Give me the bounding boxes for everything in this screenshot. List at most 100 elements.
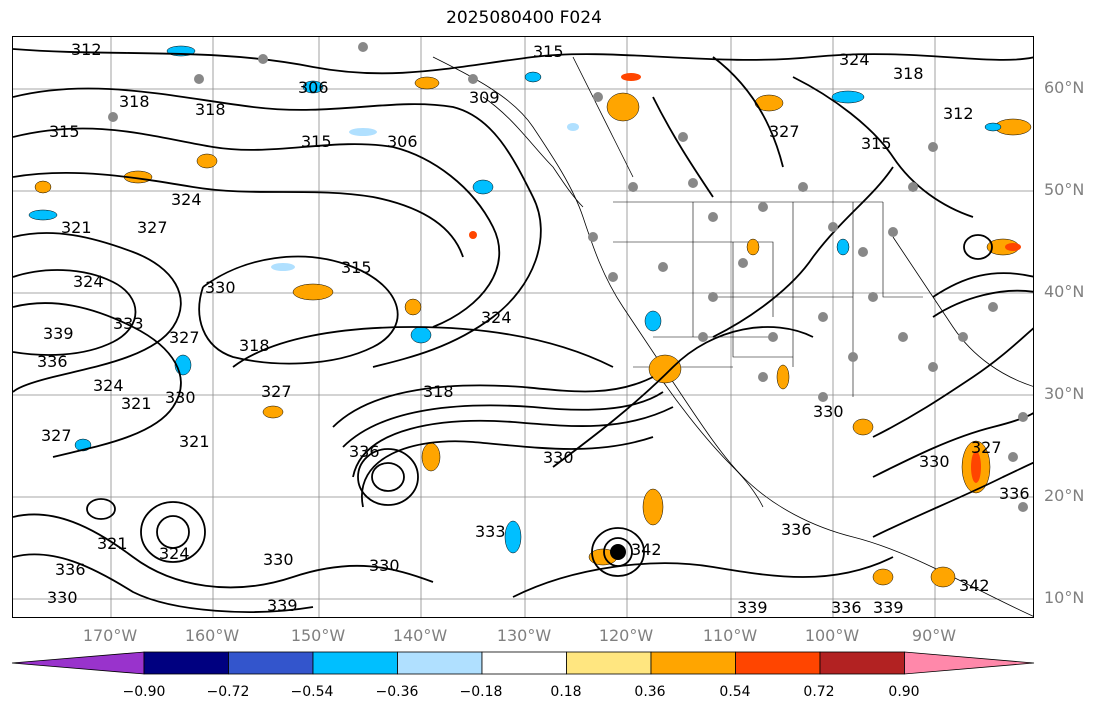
contour-label: 339 <box>873 598 904 617</box>
contour-label: 327 <box>137 218 168 237</box>
contour-label: 321 <box>121 394 152 413</box>
colorbar-cell <box>397 651 483 675</box>
colorbar-tick: −0.54 <box>290 684 334 700</box>
shaded-field <box>28 45 1032 588</box>
lat-label: 60°N <box>1044 78 1085 97</box>
contour-label: 324 <box>93 376 124 395</box>
contour-label: 324 <box>481 308 512 327</box>
contour-label: 333 <box>475 522 506 541</box>
colorbar-tick: 0.54 <box>719 684 751 700</box>
contour-label: 339 <box>267 596 298 615</box>
contour-label: 321 <box>97 534 128 553</box>
lat-label: 30°N <box>1044 384 1085 403</box>
contour-label: 342 <box>631 540 662 559</box>
colorbar-tick: 0.18 <box>550 684 582 700</box>
contour-label: 318 <box>893 64 924 83</box>
contour-label: 330 <box>369 556 400 575</box>
contour-label: 312 <box>943 104 974 123</box>
contour-label: 330 <box>543 448 574 467</box>
graticule <box>13 37 1033 617</box>
contour-label: 333 <box>113 314 144 333</box>
colorbar-cell <box>566 651 652 675</box>
contour-label: 330 <box>205 278 236 297</box>
colorbar-tick: 0.72 <box>803 684 835 700</box>
map-canvas: 312 315 324 318 306 309 318 318 315 306 … <box>13 37 1033 617</box>
contour-label: 327 <box>971 438 1002 457</box>
lon-label: 100°W <box>804 626 860 645</box>
lat-label: 50°N <box>1044 180 1085 199</box>
lon-label: 150°W <box>290 626 346 645</box>
state-borders <box>613 201 923 397</box>
contour-label: 315 <box>49 122 80 141</box>
colorbar-tick: −0.18 <box>459 684 503 700</box>
lon-label: 160°W <box>184 626 240 645</box>
colorbar-cell <box>312 651 398 675</box>
contour-label: 324 <box>839 50 870 69</box>
colorbar-tick: −0.90 <box>122 684 166 700</box>
colorbar-tick: 0.36 <box>634 684 666 700</box>
colorbar-cell <box>650 651 736 675</box>
lat-label: 40°N <box>1044 282 1085 301</box>
lon-label: 140°W <box>392 626 448 645</box>
contour-label: 336 <box>781 520 812 539</box>
contour-label: 315 <box>301 132 332 151</box>
contour-label: 339 <box>43 324 74 343</box>
map-panel: 312 315 324 318 306 309 318 318 315 306 … <box>12 36 1034 618</box>
colorbar-tick: −0.36 <box>375 684 419 700</box>
contour-label: 321 <box>179 432 210 451</box>
lat-label: 20°N <box>1044 486 1085 505</box>
contour-label: 330 <box>263 550 294 569</box>
contour-label: 318 <box>423 382 454 401</box>
contour-label: 315 <box>533 42 564 61</box>
contour-label: 312 <box>71 40 102 59</box>
colorbar-cell <box>735 651 821 675</box>
lon-label: 110°W <box>702 626 758 645</box>
contour-label: 327 <box>169 328 200 347</box>
contour-label: 318 <box>195 100 226 119</box>
contour-label-group: 312 315 324 318 306 309 318 318 315 306 … <box>37 40 1030 617</box>
colorbar <box>11 651 1035 675</box>
contour-label: 309 <box>469 88 500 107</box>
contour-label: 315 <box>861 134 892 153</box>
contour-label: 330 <box>47 588 78 607</box>
lon-label: 120°W <box>598 626 654 645</box>
colorbar-extend-high <box>904 651 1035 675</box>
colorbar-tick: −0.72 <box>206 684 250 700</box>
lat-label: 10°N <box>1044 588 1085 607</box>
contour-label: 324 <box>73 272 104 291</box>
contour-label: 342 <box>959 576 990 595</box>
contour-label: 336 <box>37 352 68 371</box>
lon-label: 130°W <box>496 626 552 645</box>
contour-label: 306 <box>387 132 418 151</box>
contour-label: 306 <box>298 78 329 97</box>
contour-label: 324 <box>171 190 202 209</box>
cyclone-center <box>610 544 626 560</box>
colorbar-cell <box>228 651 314 675</box>
contour-label: 327 <box>769 122 800 141</box>
contour-label: 336 <box>55 560 86 579</box>
station-markers <box>108 42 1028 512</box>
coastlines <box>432 56 1033 617</box>
colorbar-cell <box>819 651 905 675</box>
lon-label: 90°W <box>911 626 957 645</box>
contour-label: 327 <box>41 426 72 445</box>
contour-label: 327 <box>261 382 292 401</box>
contour-label: 336 <box>831 598 862 617</box>
contour-label: 330 <box>165 388 196 407</box>
map-title: 2025080400 F024 <box>446 8 602 28</box>
contour-label: 324 <box>159 544 190 563</box>
contour-label: 336 <box>999 484 1030 503</box>
contour-label: 330 <box>813 402 844 421</box>
colorbar-cell <box>481 651 567 675</box>
colorbar-extend-low <box>11 651 145 675</box>
contour-label: 336 <box>349 442 380 461</box>
contour-label: 315 <box>341 258 372 277</box>
contour-label: 330 <box>919 452 950 471</box>
contour-label: 318 <box>239 336 270 355</box>
colorbar-cell <box>143 651 229 675</box>
colorbar-tick: 0.90 <box>888 684 920 700</box>
contour-lines <box>13 48 1033 613</box>
contour-label: 321 <box>61 218 92 237</box>
contour-label: 318 <box>119 92 150 111</box>
lon-label: 170°W <box>82 626 138 645</box>
